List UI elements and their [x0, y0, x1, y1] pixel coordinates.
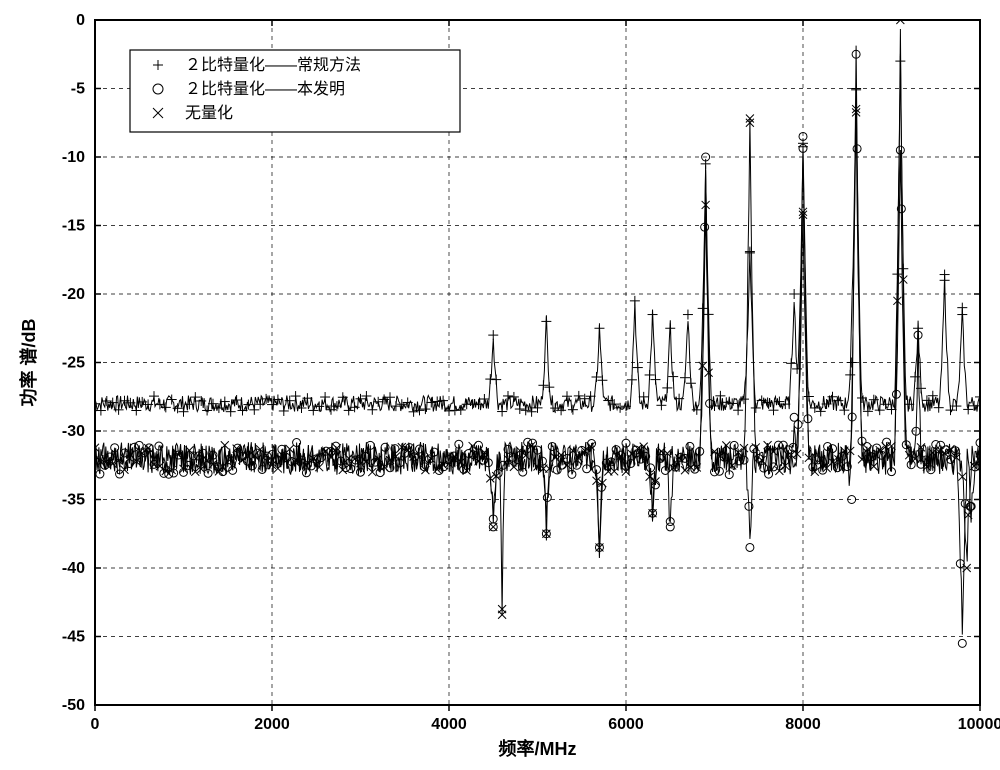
- ytick-label: -50: [62, 697, 85, 714]
- ytick-label: 0: [76, 12, 85, 29]
- xtick-label: 10000: [958, 716, 1000, 733]
- ytick-label: -40: [62, 560, 85, 577]
- ytick-label: -5: [71, 81, 85, 98]
- x-axis-label: 频率/MHz: [499, 738, 577, 759]
- y-axis-label: 功率 谱/dB: [18, 319, 39, 407]
- legend-item-label: ２比特量化——常规方法: [185, 56, 361, 74]
- xtick-label: 2000: [254, 716, 290, 733]
- xtick-label: 8000: [785, 716, 821, 733]
- chart-svg: 0200040006000800010000-50-45-40-35-30-25…: [0, 0, 1000, 770]
- xtick-label: 4000: [431, 716, 467, 733]
- ytick-label: -20: [62, 286, 85, 303]
- xtick-label: 0: [91, 716, 100, 733]
- power-spectrum-chart: 0200040006000800010000-50-45-40-35-30-25…: [0, 0, 1000, 770]
- ytick-label: -15: [62, 218, 85, 235]
- ytick-label: -30: [62, 423, 85, 440]
- ytick-label: -10: [62, 149, 85, 166]
- xtick-label: 6000: [608, 716, 644, 733]
- ytick-label: -25: [62, 355, 85, 372]
- ytick-label: -35: [62, 492, 85, 509]
- ytick-label: -45: [62, 629, 85, 646]
- legend-item-label: 无量化: [185, 104, 233, 122]
- legend-item-label: ２比特量化——本发明: [185, 80, 345, 98]
